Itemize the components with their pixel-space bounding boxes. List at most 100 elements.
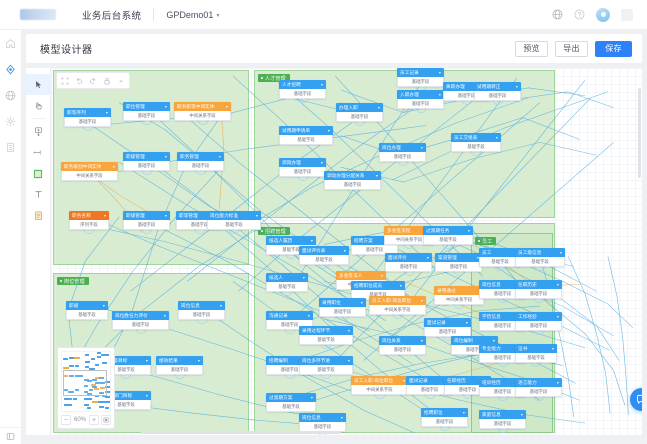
chevron-down-icon[interactable]: ▾ (255, 213, 258, 218)
node-header[interactable]: 过渡期方案 ▾ (266, 393, 316, 402)
node-body[interactable]: 基础字段 (266, 402, 316, 412)
entity-node[interactable]: 岗位胜任力评价 ▾ 基础字段 (112, 311, 169, 330)
chevron-down-icon[interactable]: ▾ (375, 173, 378, 178)
chevron-down-icon[interactable]: ▾ (495, 135, 498, 140)
node-body[interactable]: 基础字段 (299, 365, 353, 375)
entity-node[interactable]: 岗位多环节进 ▾ 基础字段 (299, 356, 353, 375)
chevron-down-icon[interactable]: ▾ (164, 104, 167, 109)
entity-node[interactable]: 职等序列 ▾ 基础字段 (64, 108, 111, 127)
chevron-down-icon[interactable]: ▾ (343, 248, 346, 253)
node-header[interactable]: 入职办理 ▾ (397, 90, 444, 99)
node-header[interactable]: 岗位多环节进 ▾ (299, 356, 353, 365)
entity-node[interactable]: 岗位能力标准 ▾ 基础字段 (207, 211, 261, 230)
entity-node[interactable]: 员工级信息 ▾ 基础字段 (515, 248, 565, 267)
chevron-down-icon[interactable]: ▾ (420, 338, 423, 343)
entity-node[interactable]: 岗位关系 ▾ 基础字段 (379, 336, 426, 355)
entity-node[interactable]: 试用期申请单 ▾ 基础字段 (279, 126, 333, 145)
node-body[interactable]: 基础字段 (112, 320, 169, 330)
node-header[interactable]: 试用期转正 ▾ (474, 82, 521, 91)
node-body[interactable]: 基础字段 (123, 111, 170, 121)
chevron-down-icon[interactable]: ▾ (492, 338, 495, 343)
chevron-down-icon[interactable]: ▾ (467, 228, 470, 233)
entity-node[interactable]: 入职办理 ▾ 基础字段 (397, 90, 444, 109)
node-header[interactable]: 职务级别中间实体 ▾ (61, 162, 118, 171)
chevron-down-icon[interactable]: ▾ (462, 410, 465, 415)
entity-node[interactable]: 录用通过▾中间关系字段 (434, 286, 484, 305)
chevron-down-icon[interactable]: ▾ (103, 213, 106, 218)
node-body[interactable]: 基础字段 (64, 117, 111, 127)
fit-screen-icon[interactable] (61, 77, 69, 85)
node-header[interactable]: 候选人履历 ▾ (266, 236, 316, 245)
chevron-down-icon[interactable]: ▾ (465, 320, 468, 325)
node-header[interactable]: 面试评价 ▾ (385, 253, 432, 262)
chevron-down-icon[interactable]: ▾ (380, 273, 383, 278)
node-body[interactable]: 基础字段 (156, 365, 203, 375)
sidebar-item-home[interactable] (5, 38, 16, 49)
entity-node[interactable]: 录用过程环节 ▾ 基础字段 (299, 326, 353, 345)
chevron-down-icon[interactable]: ▾ (556, 282, 559, 287)
chevron-down-icon[interactable]: ▾ (307, 313, 310, 318)
node-header[interactable]: 岗位能力标准 ▾ (207, 211, 261, 220)
chevron-down-icon[interactable]: ▾ (163, 313, 166, 318)
chevron-down-icon[interactable]: ▾ (520, 412, 523, 417)
node-header[interactable]: 职级 ▾ (66, 301, 108, 310)
node-body[interactable]: 基础字段 (379, 345, 426, 355)
node-header[interactable]: 家庭信息 ▾ (479, 410, 526, 419)
node-body[interactable]: 基础字段 (177, 161, 224, 171)
chevron-down-icon[interactable]: ▾ (438, 70, 441, 75)
sidebar-item-settings[interactable] (5, 116, 16, 127)
chevron-down-icon[interactable]: ▾ (218, 154, 221, 159)
entity-node[interactable]: 过渡期任务 ▾ 基础字段 (423, 226, 473, 245)
node-header[interactable]: 任职历史 ▾ (515, 280, 562, 289)
node-header[interactable]: 职等序列 ▾ (64, 108, 111, 117)
entity-node[interactable]: 办理入职 ▾ 基础字段 (336, 103, 383, 122)
node-header[interactable]: 岗位胜任力评价 ▾ (112, 311, 169, 320)
node-body[interactable]: 基础字段 (379, 152, 426, 162)
node-header[interactable]: 职务职等中间实体 ▾ (174, 102, 231, 111)
node-header[interactable]: 调岗办理 ▾ (279, 158, 326, 167)
group-tool[interactable] (26, 163, 51, 184)
chevron-down-icon[interactable]: ▾ (102, 303, 105, 308)
node-body[interactable]: 基础字段 (515, 353, 557, 363)
zoom-out-button[interactable]: − (61, 415, 71, 425)
node-body[interactable]: 基础字段 (423, 235, 473, 245)
node-body[interactable]: 基础字段 (279, 89, 326, 99)
node-body[interactable]: 基础字段 (435, 262, 482, 272)
user-avatar[interactable] (596, 7, 610, 22)
node-body[interactable]: 基础字段 (474, 91, 521, 101)
connector-tool[interactable] (26, 142, 51, 163)
node-header[interactable]: 员工入职-岗位职位 ▾ (351, 376, 408, 385)
entity-node[interactable]: 录用职位 ▾ 基础字段 (319, 298, 366, 317)
node-header[interactable]: 录用通过▾ (434, 286, 484, 295)
node-header[interactable]: 试用期申请单 ▾ (279, 126, 333, 135)
chevron-down-icon[interactable]: ▾ (320, 82, 323, 87)
chevron-down-icon[interactable]: ▾ (426, 255, 429, 260)
sidebar-item-model[interactable] (5, 64, 16, 75)
entity-node[interactable]: 渠道管理 ▾ 基础字段 (435, 253, 482, 272)
chevron-down-icon[interactable]: ▾ (559, 250, 562, 255)
node-header[interactable]: 办理入职 ▾ (336, 103, 383, 112)
entity-node[interactable]: 岗位信息▾基础字段 (299, 413, 346, 432)
node-body[interactable]: 中间关系字段 (61, 171, 118, 181)
node-body[interactable]: 基础字段 (515, 321, 562, 331)
chevron-down-icon[interactable]: ▾ (310, 238, 313, 243)
save-button[interactable]: 保存 (595, 40, 632, 57)
entity-node[interactable]: 员工记录 ▾ 基础字段 (397, 68, 444, 87)
node-header[interactable]: 过渡期任务 ▾ (423, 226, 473, 235)
entity-node[interactable]: 试用期转正 ▾ 基础字段 (474, 82, 521, 101)
node-body[interactable]: 基础字段 (299, 255, 349, 265)
chevron-down-icon[interactable]: ▾ (556, 314, 559, 319)
chat-fab-button[interactable] (630, 388, 642, 411)
diagram-canvas[interactable]: 职务体系岗位管理人才管理招聘管理员工 (51, 68, 642, 435)
node-header[interactable]: 职位管理 ▾ (123, 102, 170, 111)
more-icon[interactable] (117, 77, 125, 85)
entity-node[interactable]: 职级管理 ▾ 基础字段 (123, 152, 170, 171)
project-selector[interactable]: GPDemo01 ▾ (166, 10, 219, 20)
help-icon[interactable] (574, 9, 585, 20)
node-body[interactable]: 基础字段 (515, 289, 562, 299)
node-body[interactable]: 中间关系字段 (434, 295, 484, 305)
text-tool[interactable] (26, 184, 51, 205)
chevron-down-icon[interactable]: ▾ (420, 145, 423, 150)
node-header[interactable]: 岗位信息 ▾ (178, 301, 225, 310)
node-body[interactable]: 基础字段 (515, 387, 562, 397)
